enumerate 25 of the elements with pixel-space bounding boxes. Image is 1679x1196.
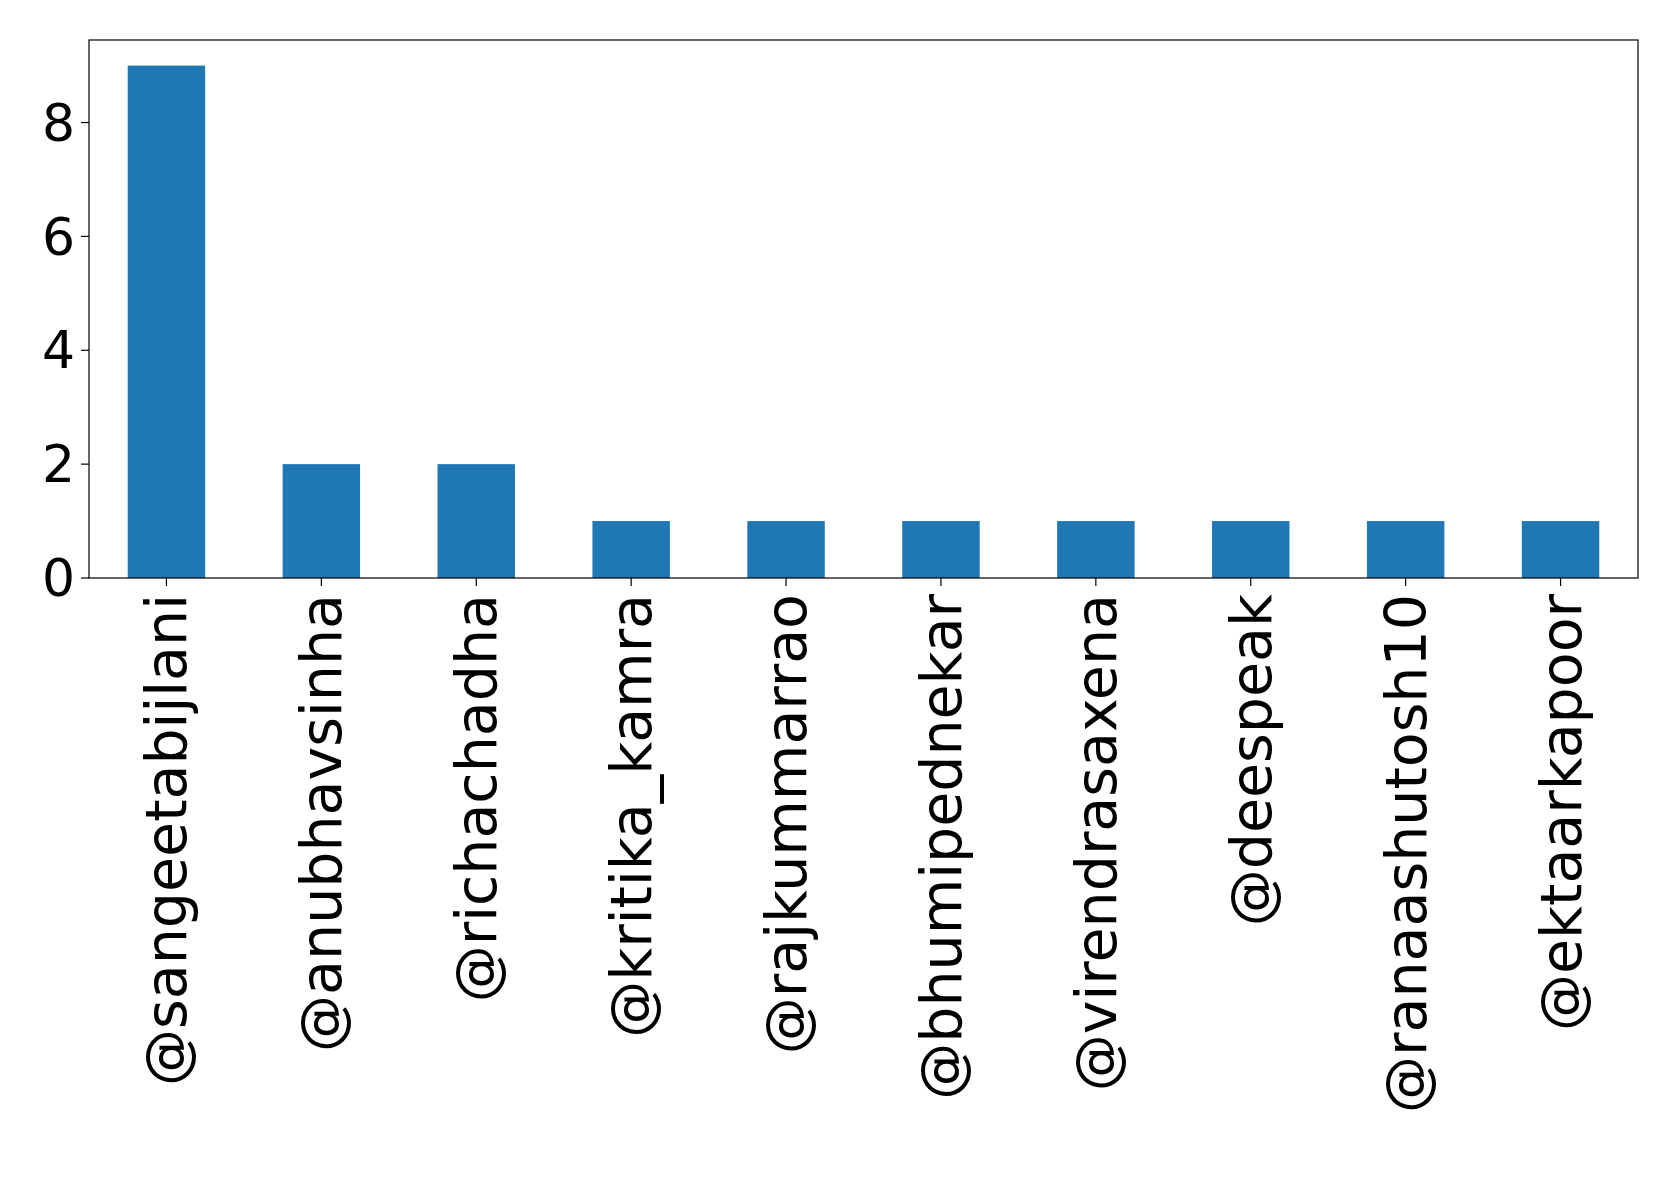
x-tick-label: @richachadha bbox=[443, 594, 510, 1003]
x-tick-label: @deespeak bbox=[1217, 594, 1284, 927]
x-tick-label: @anubhavsinha bbox=[288, 594, 355, 1052]
y-tick-label: 8 bbox=[41, 92, 75, 153]
bar bbox=[902, 521, 980, 578]
x-tick-label: @ektaarkapoor bbox=[1527, 593, 1594, 1032]
bar bbox=[1057, 521, 1135, 578]
y-tick-label: 4 bbox=[41, 320, 75, 381]
y-tick-label: 6 bbox=[41, 206, 75, 267]
y-tick-label: 0 bbox=[41, 548, 75, 609]
bar bbox=[1521, 521, 1600, 578]
x-tick-label: @kritika_kamra bbox=[598, 594, 665, 1038]
bar bbox=[127, 65, 206, 578]
x-tick-label: @virendrasaxena bbox=[1062, 594, 1129, 1092]
bar bbox=[1212, 521, 1290, 578]
bar bbox=[592, 521, 670, 578]
x-tick-label: @sangeetabijlani bbox=[133, 594, 200, 1086]
bar bbox=[1366, 521, 1445, 578]
x-tick-label: @rajkummarrao bbox=[753, 594, 819, 1055]
bar bbox=[437, 464, 515, 578]
x-tick-label: @ranaashutosh10 bbox=[1372, 594, 1439, 1113]
y-tick-label: 2 bbox=[41, 434, 75, 495]
x-tick-label: @bhumipednekar bbox=[907, 593, 974, 1100]
bar bbox=[747, 521, 825, 578]
bar bbox=[282, 464, 361, 578]
